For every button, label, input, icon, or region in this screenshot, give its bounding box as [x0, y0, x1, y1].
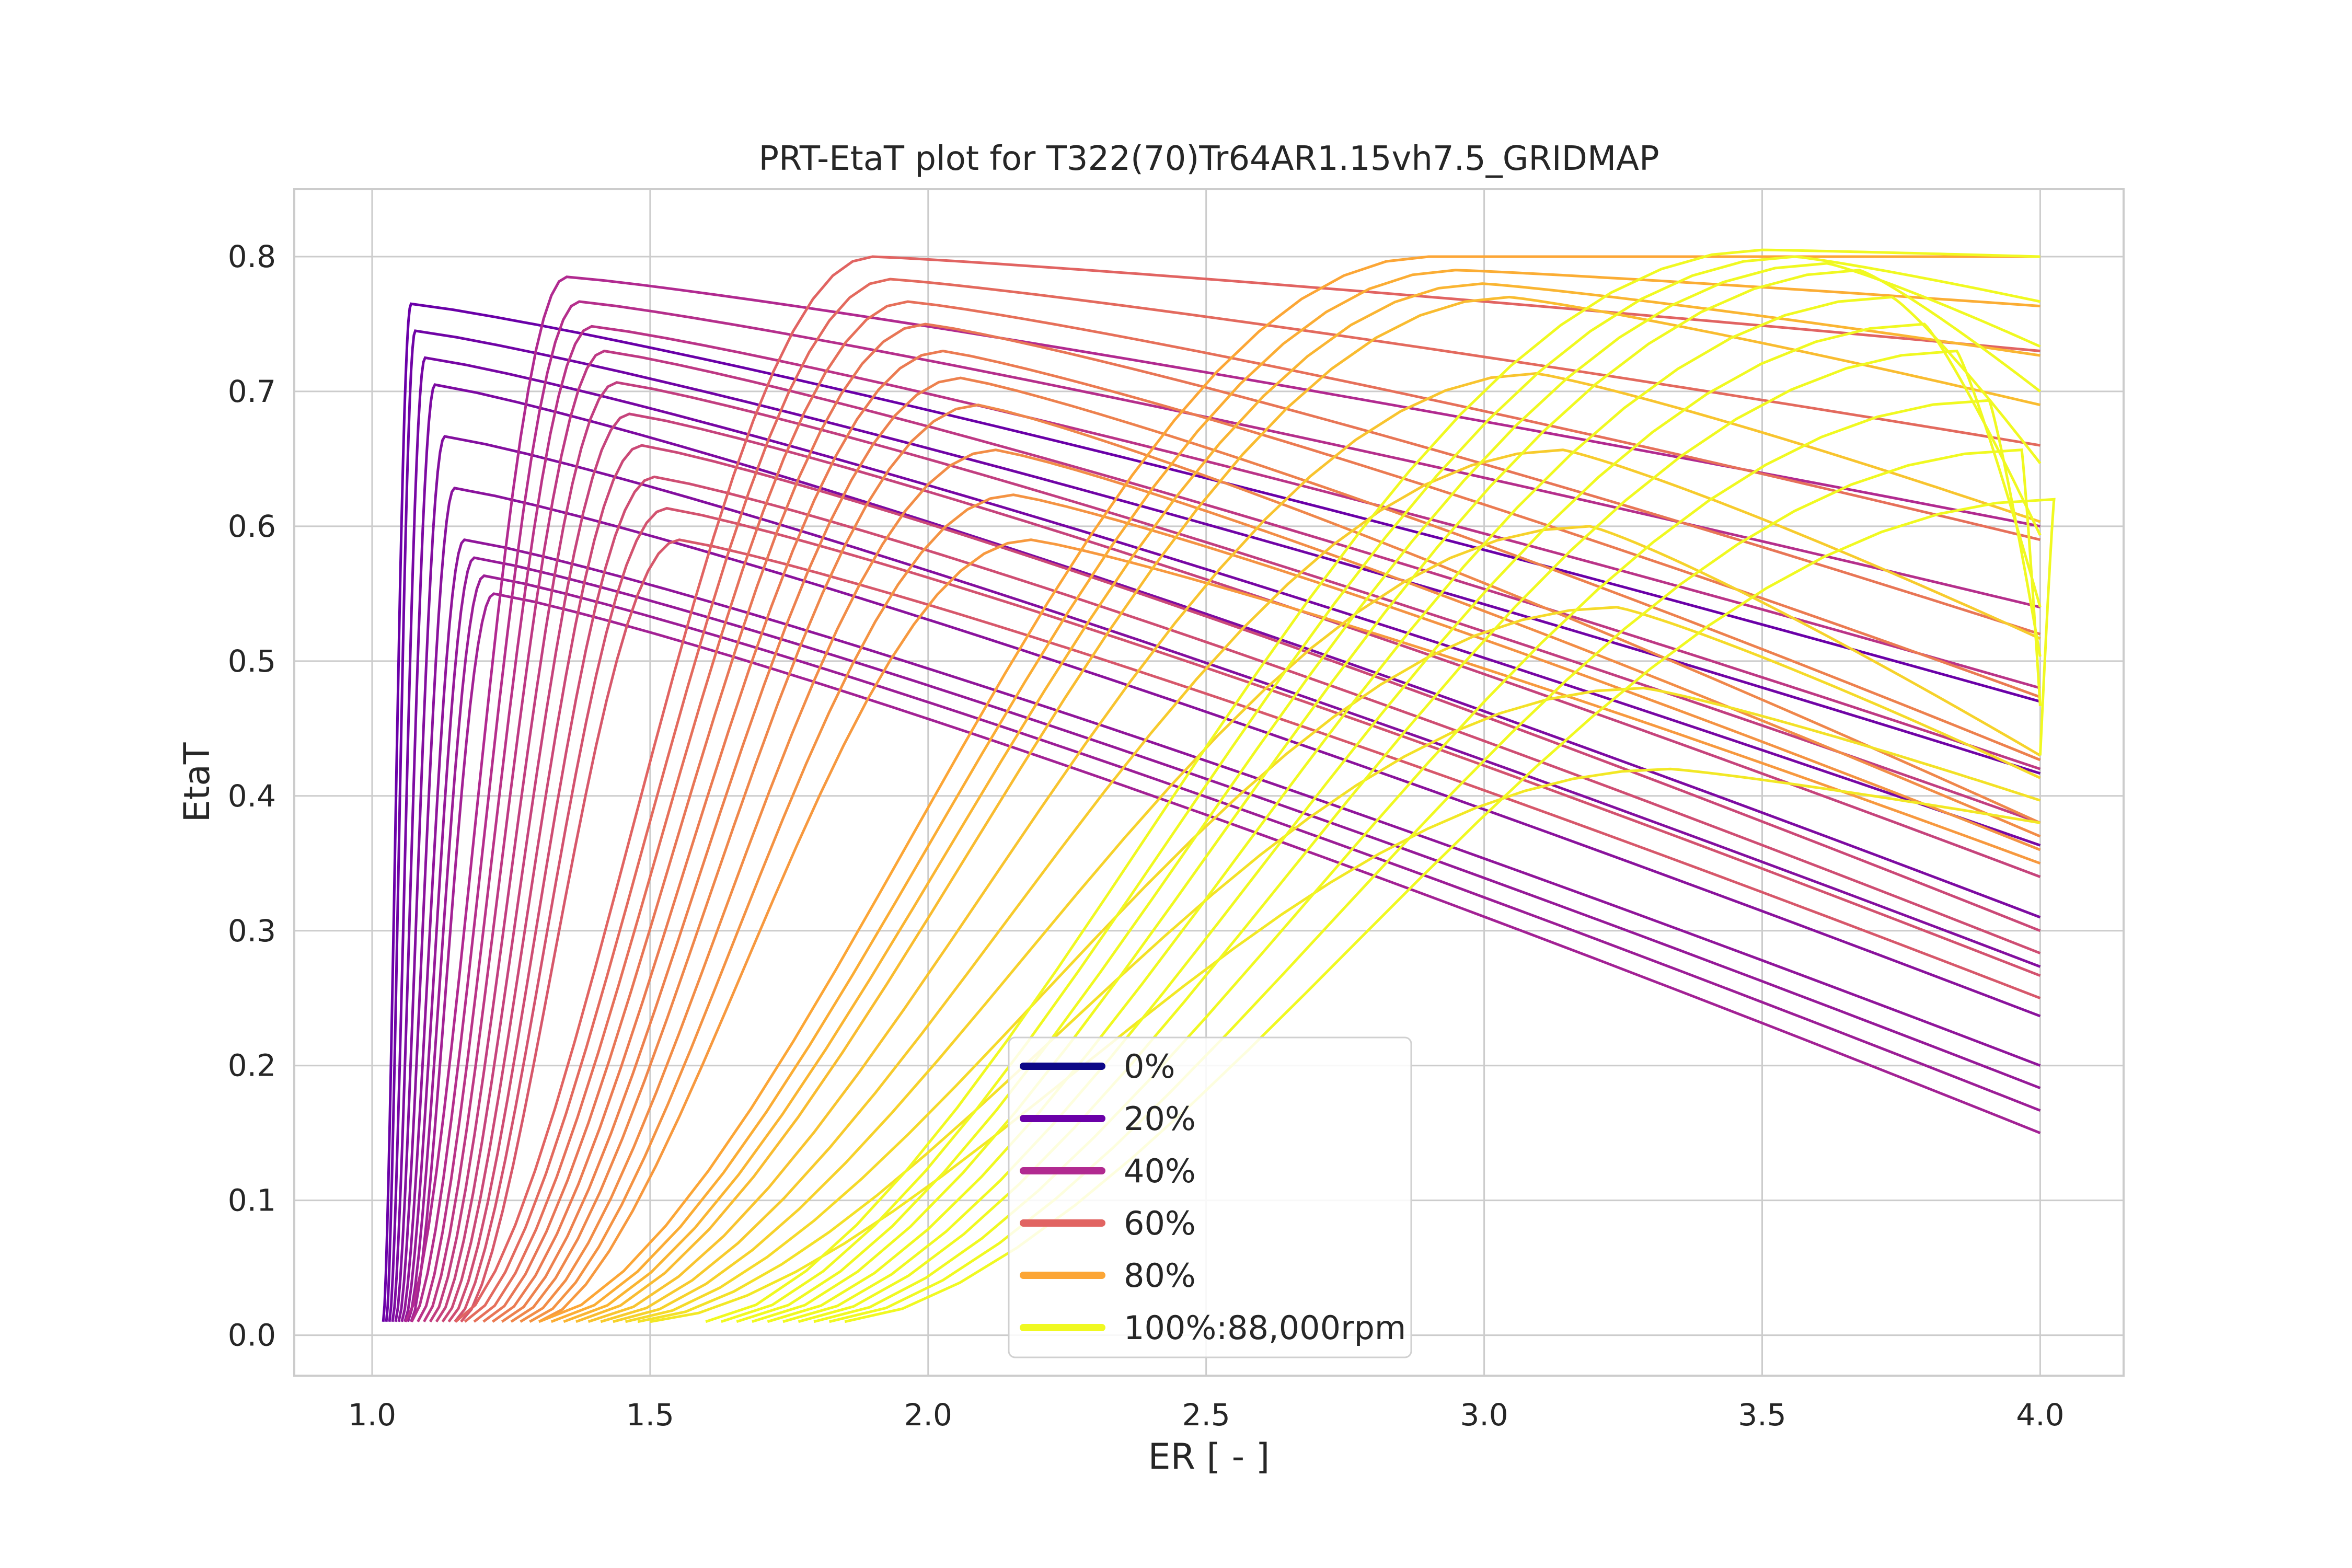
legend-label: 20%: [1124, 1100, 1196, 1138]
legend-box: [1008, 1036, 1412, 1358]
efficiency-curve: [782, 322, 2042, 1323]
efficiency-curve: [388, 356, 2041, 1322]
efficiency-curve: [705, 248, 2040, 1323]
efficiency-curve: [600, 448, 2041, 1323]
efficiency-curve: [394, 435, 2041, 1322]
y-tick-label: 0.3: [228, 913, 276, 949]
efficiency-curve: [538, 538, 2041, 1323]
efficiency-curve: [404, 275, 2040, 1322]
x-tick-label: 3.0: [1460, 1397, 1508, 1433]
efficiency-curve: [587, 372, 2041, 1323]
efficiency-curve: [429, 381, 2041, 1323]
legend-label: 40%: [1124, 1152, 1196, 1190]
efficiency-curve: [410, 592, 2041, 1322]
efficiency-curve: [550, 269, 2040, 1323]
efficiency-curve: [650, 767, 2040, 1323]
tick-labels: 1.0 1.5 2.0 2.5 3.0 3.5 4.0 0.0 0.1 0.2 0.3 0.4 0.5 0…: [228, 239, 2065, 1433]
y-tick-label: 0.0: [228, 1318, 276, 1353]
y-tick-label: 0.2: [228, 1048, 276, 1083]
efficiency-curve: [844, 498, 2056, 1323]
legend-label: 80%: [1124, 1256, 1196, 1295]
plot-frame: [293, 188, 2125, 1377]
x-tick-label: 2.0: [904, 1397, 952, 1433]
efficiency-curve: [721, 255, 2040, 1323]
y-tick-label: 0.4: [228, 778, 276, 814]
efficiency-curve: [491, 349, 2041, 1323]
efficiency-curve: [407, 574, 2041, 1322]
efficiency-curve: [813, 399, 2042, 1323]
efficiency-curve: [829, 448, 2042, 1323]
efficiency-curve: [397, 487, 2041, 1322]
efficiency-curve: [767, 295, 2042, 1323]
legend-label: 100%:88,000rpm: [1124, 1309, 1406, 1347]
efficiency-curve: [391, 383, 2041, 1322]
y-tick-label: 0.7: [228, 374, 276, 409]
efficiency-curve: [460, 538, 2041, 1323]
efficiency-curve: [464, 278, 2040, 1323]
y-tick-label: 0.8: [228, 239, 276, 274]
legend-items: 0% 20% 40% 60% 80% 100%:88,000rpm: [1020, 1047, 1406, 1347]
efficiency-curve: [400, 538, 2041, 1322]
x-axis-label: ER [ - ]: [1148, 1436, 1270, 1478]
x-tick-label: 4.0: [2016, 1397, 2064, 1433]
efficiency-curve: [538, 255, 2040, 1323]
efficiency-curve: [385, 329, 2041, 1322]
efficiency-curve: [423, 349, 2041, 1323]
efficiency-curve: [613, 525, 2041, 1323]
efficiency-curve: [563, 282, 2040, 1323]
x-tick-label: 1.0: [348, 1397, 396, 1433]
efficiency-curve: [575, 295, 2040, 1323]
y-tick-label: 0.5: [228, 643, 276, 679]
efficiency-curve: [529, 493, 2041, 1323]
efficiency-curve: [625, 606, 2041, 1323]
efficiency-curve: [417, 325, 2041, 1322]
efficiency-curve: [435, 412, 2041, 1323]
chart-title: PRT-EtaT plot for T322(70)Tr64AR1.15vh7.…: [758, 140, 1659, 178]
efficiency-curve: [752, 269, 2041, 1323]
efficiency-curve: [501, 376, 2041, 1323]
efficiency-curve: [454, 506, 2041, 1323]
y-tick-label: 0.1: [228, 1183, 276, 1218]
y-tick-label: 0.6: [228, 509, 276, 544]
x-tick-label: 1.5: [626, 1397, 674, 1433]
efficiency-curve: [382, 302, 2041, 1322]
efficiency-curve: [441, 444, 2041, 1323]
efficiency-curves: [382, 248, 2056, 1323]
y-axis-label: EtaT: [177, 742, 218, 822]
x-tick-label: 3.5: [1738, 1397, 1786, 1433]
legend: 0% 20% 40% 60% 80% 100%:88,000rpm: [1008, 1036, 1412, 1358]
efficiency-curve: [403, 556, 2041, 1322]
efficiency-curve: [510, 403, 2041, 1323]
x-tick-label: 2.5: [1182, 1397, 1230, 1433]
legend-label: 60%: [1124, 1204, 1196, 1242]
efficiency-curve: [454, 255, 2040, 1323]
efficiency-curve: [447, 475, 2041, 1323]
efficiency-curve: [520, 448, 2041, 1323]
efficiency-curve: [482, 322, 2041, 1323]
legend-label: 0%: [1124, 1047, 1175, 1086]
efficiency-curve: [473, 300, 2040, 1323]
